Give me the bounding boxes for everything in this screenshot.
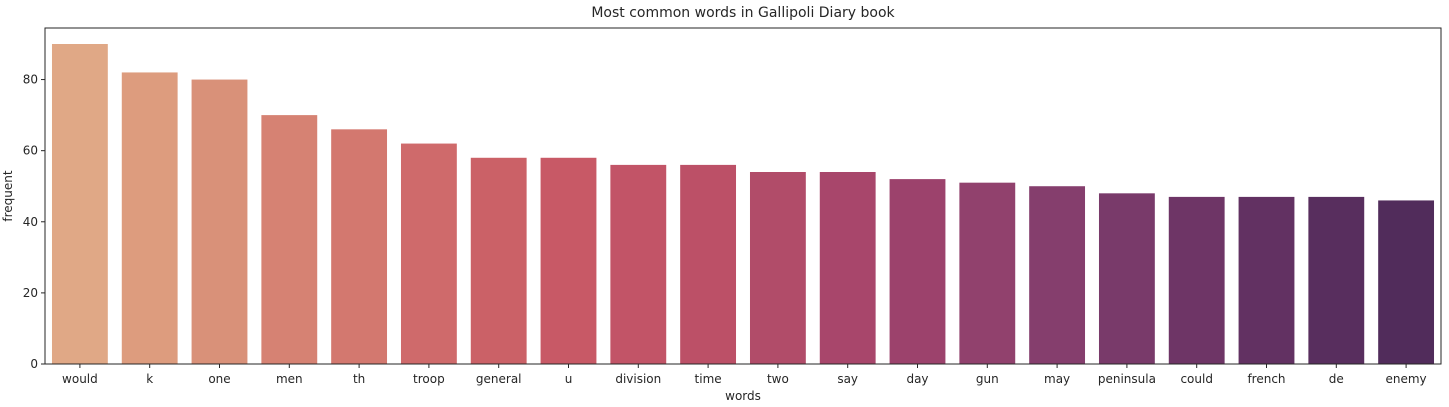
x-tick-label: enemy — [1386, 372, 1427, 386]
chart-title: Most common words in Gallipoli Diary boo… — [591, 5, 895, 21]
bar-would — [51, 44, 108, 364]
bar-u — [540, 157, 597, 364]
bar-enemy — [1378, 200, 1435, 364]
x-tick-label: two — [767, 372, 789, 386]
bar-men — [261, 115, 318, 364]
x-tick-label: french — [1247, 372, 1285, 386]
x-tick-label: time — [695, 372, 722, 386]
x-tick-label: troop — [413, 372, 445, 386]
plot-frame — [44, 27, 1442, 365]
x-tick-label: could — [1180, 372, 1213, 386]
bar-k — [121, 72, 178, 364]
bar-gun — [959, 182, 1016, 364]
bar-de — [1308, 196, 1365, 364]
bar-troop — [400, 143, 457, 364]
x-tick-label: may — [1044, 372, 1070, 386]
x-tick-label: peninsula — [1098, 372, 1156, 386]
y-tick-label: 80 — [23, 73, 38, 87]
bar-one — [191, 79, 248, 364]
y-tick-label: 20 — [23, 286, 38, 300]
x-tick-label: general — [476, 372, 522, 386]
x-tick-label: day — [906, 372, 928, 386]
x-tick-label: would — [62, 372, 98, 386]
y-tick-label: 60 — [23, 144, 38, 158]
bar-time — [680, 164, 737, 364]
bar-general — [470, 157, 527, 364]
x-tick-label: men — [276, 372, 303, 386]
x-tick-label: division — [615, 372, 661, 386]
x-tick-label: u — [565, 372, 573, 386]
bar-could — [1168, 196, 1225, 364]
x-axis-label: words — [725, 389, 761, 403]
bar-peninsula — [1098, 193, 1155, 364]
bar-may — [1029, 186, 1086, 364]
x-axis: would k one men th troop general u division time t… — [62, 364, 1427, 386]
y-axis: 0 20 40 60 80 — [23, 73, 45, 371]
x-tick-label: say — [837, 372, 858, 386]
bars-group — [51, 44, 1435, 364]
y-tick-label: 0 — [30, 357, 38, 371]
bar-two — [749, 172, 806, 364]
x-tick-label: gun — [976, 372, 999, 386]
x-tick-label: k — [146, 372, 153, 386]
x-tick-label: one — [208, 372, 230, 386]
bar-th — [331, 129, 388, 364]
bar-french — [1238, 196, 1295, 364]
y-axis-label: frequent — [1, 170, 15, 221]
x-tick-label: de — [1329, 372, 1344, 386]
x-tick-label: th — [353, 372, 365, 386]
bar-day — [889, 179, 946, 364]
bar-division — [610, 164, 667, 364]
bar-say — [819, 172, 876, 364]
y-tick-label: 40 — [23, 215, 38, 229]
